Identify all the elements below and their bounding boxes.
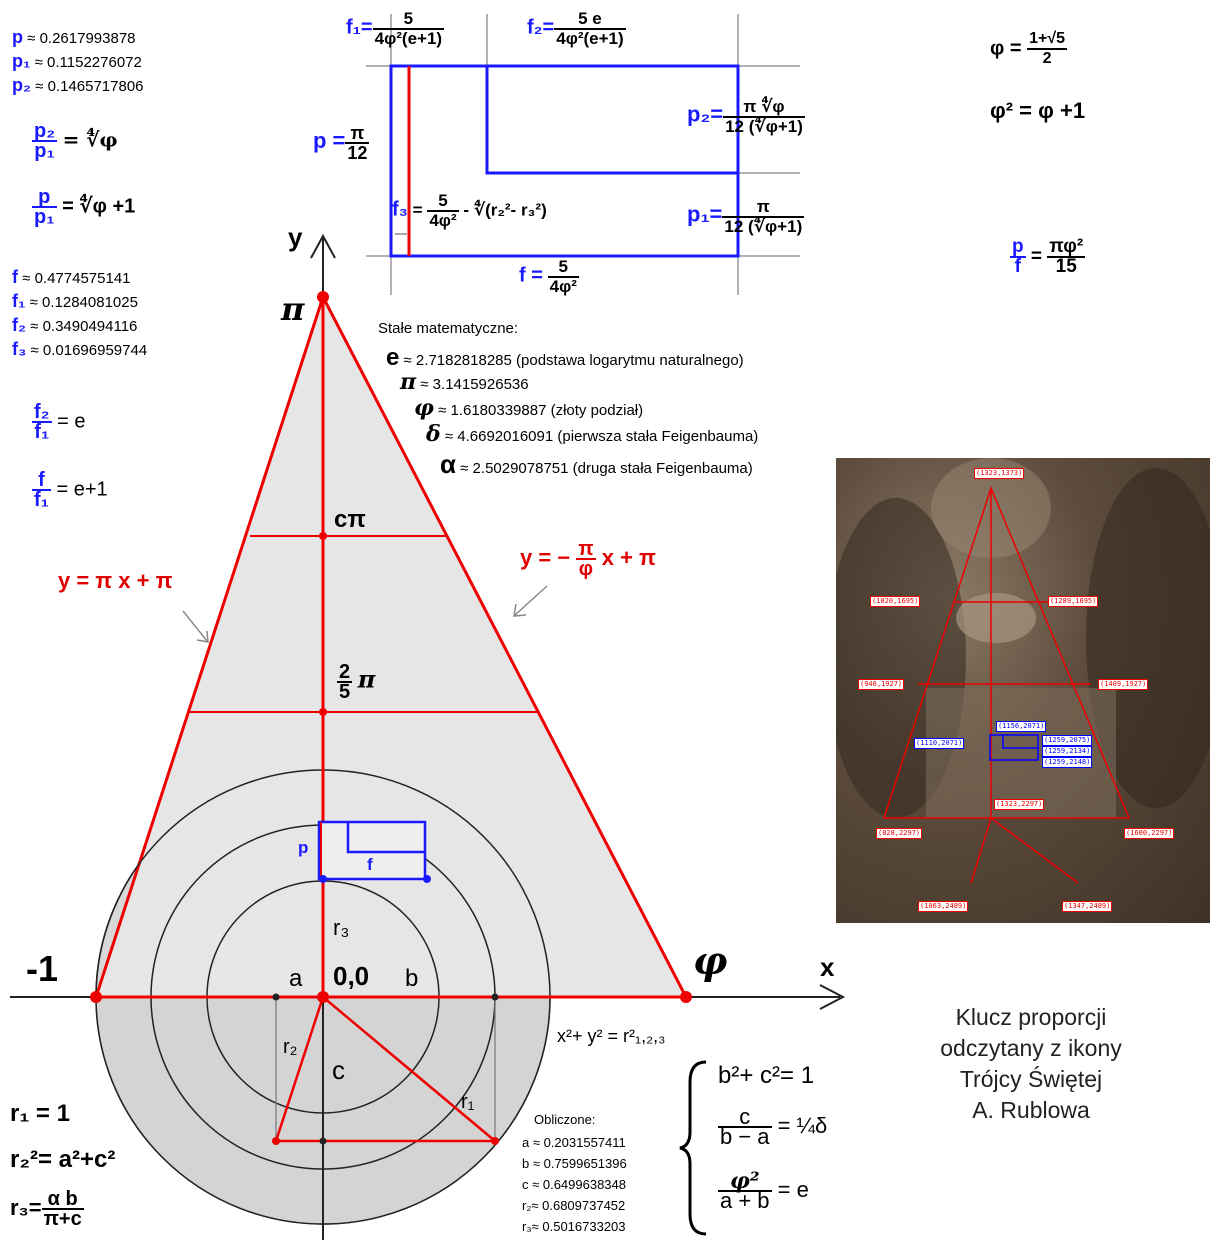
computed-a: a ≈ 0.2031557411	[522, 1135, 626, 1150]
icon-tag-b2: (1110,2071)	[914, 738, 965, 749]
ratio-f2-f1: f₂ f₁ = e	[32, 401, 86, 443]
formula-p1: p₁= π 12 (∜φ+1)	[687, 197, 805, 236]
top-rectangle	[366, 14, 800, 295]
value-p: p ≈ 0.2617993878	[12, 27, 136, 47]
icon-tag-top: (1323,1373)	[974, 468, 1025, 479]
y-axis-label: y	[288, 222, 303, 252]
formula-f: f = 5 4φ²	[519, 257, 579, 296]
left-line-equation: y = π x + π	[58, 568, 173, 593]
c-label: c	[332, 1055, 345, 1085]
formula-f2: f₂= 5 e 4φ²(e+1)	[527, 9, 626, 48]
ratio-f-f1: f f₁ = e+1	[32, 469, 108, 511]
icon-tag-r3: (1600,2297)	[1124, 828, 1175, 839]
icon-tag-mid: (1323,2297)	[994, 799, 1045, 810]
r3-label: r₃	[333, 915, 350, 940]
formula-f1: f₁= 5 4φ²(e+1)	[346, 9, 445, 48]
icon-tag-b1: (1156,2071)	[996, 721, 1047, 732]
constant-e: e ≈ 2.7182818285 (podstawa logarytmu nat…	[386, 344, 744, 371]
icon-tag-l4: (1063,2489)	[918, 901, 969, 912]
computed-r2: r₂≈ 0.6809737452	[522, 1198, 626, 1213]
r1-equation: r₁ = 1	[10, 1100, 70, 1127]
formula-p2: p₂= π ∜φ 12 (∜φ+1)	[687, 97, 805, 136]
a-label: a	[289, 965, 303, 992]
formula-p: p = π 12	[313, 123, 370, 163]
r2-line	[274, 996, 325, 1142]
formula-f3: f₃ = 5 4φ² - ∜(r₂²- r₃²)	[392, 191, 547, 230]
formula-phi-squared: φ² = φ +1	[990, 98, 1086, 123]
icon-tag-l1: (1020,1695)	[870, 596, 921, 607]
constants-heading: Stałe matematyczne:	[378, 320, 519, 337]
c-pi-label: cπ	[334, 506, 366, 533]
constant-pi: π ≈ 3.1415926536	[400, 369, 529, 395]
icon-tag-b4: (1259,2134)	[1042, 746, 1093, 757]
minus-one-label: -1	[26, 948, 59, 989]
r1-label: r₁	[461, 1091, 475, 1113]
r3-equation: r₃= α b π+c	[10, 1188, 84, 1230]
system-brace	[679, 1060, 707, 1236]
b-label: b	[405, 965, 419, 992]
computed-c: c ≈ 0.6499638348	[522, 1177, 626, 1192]
value-p1: p₁ ≈ 0.1152276072	[12, 51, 142, 71]
value-f1: f₁ ≈ 0.1284081025	[12, 291, 138, 311]
origin-label: 0,0	[333, 961, 370, 991]
icon-tag-l3: (828,2297)	[876, 828, 923, 839]
computed-b: b ≈ 0.7599651396	[522, 1156, 627, 1171]
inner-f-label: f	[367, 855, 373, 874]
computed-values: a ≈ 0.2031557411 b ≈ 0.7599651396 c ≈ 0.…	[522, 1132, 627, 1237]
value-f3: f₃ ≈ 0.01696959744	[12, 339, 148, 359]
value-f: f ≈ 0.4774575141	[12, 267, 131, 287]
constant-delta: δ ≈ 4.6692016091 (pierwsza stała Feigenb…	[426, 421, 759, 447]
x-axis-label: x	[820, 952, 835, 982]
points	[90, 291, 692, 1145]
icon-tag-l2: (946,1927)	[858, 679, 905, 690]
value-p2: p₂ ≈ 0.1465717806	[12, 75, 144, 95]
computed-r3: r₃≈ 0.5016733203	[522, 1219, 626, 1234]
r2-label: r₂	[283, 1036, 298, 1058]
circle-equation: x²+ y² = r²₁,₂,₃	[557, 1026, 666, 1046]
inner-blue-rect	[317, 820, 427, 881]
constant-phi: φ ≈ 1.6180339887 (złoty podział)	[414, 395, 644, 421]
rublev-icon-image: (1323,1373) (1020,1695) (1289,1695) (946…	[836, 458, 1210, 923]
inner-p-label: p	[298, 838, 309, 857]
pi-label: π	[281, 290, 305, 328]
r1-line	[322, 996, 496, 1142]
icon-tag-r4: (1347,2489)	[1062, 901, 1113, 912]
caption: Klucz proporcji odczytany z ikony Trójcy…	[940, 1004, 1122, 1123]
icon-tag-r1: (1289,1695)	[1048, 596, 1099, 607]
system-eq3: φ² a + b = e	[718, 1168, 809, 1213]
ratio-p2-p1: p₂ p₁ = ∜φ	[32, 120, 118, 162]
value-f2: f₂ ≈ 0.3490494116	[12, 315, 138, 335]
r2-equation: r₂²= a²+c²	[10, 1146, 116, 1173]
icon-tag-b5: (1259,2148)	[1042, 757, 1093, 768]
icon-tag-b3: (1259,2075)	[1042, 735, 1093, 746]
icon-tag-r2: (1409,1927)	[1098, 679, 1149, 690]
system-eq1: b²+ c²= 1	[718, 1062, 815, 1089]
ratio-p-p1: p p₁ = ∜φ +1	[32, 186, 136, 228]
phi-point-label: φ	[693, 938, 728, 983]
computed-heading: Obliczone:	[534, 1112, 596, 1127]
constant-alpha: α ≈ 2.5029078751 (druga stała Feigenbaum…	[440, 449, 753, 479]
formula-phi: φ = 1+√5 2	[990, 30, 1068, 67]
